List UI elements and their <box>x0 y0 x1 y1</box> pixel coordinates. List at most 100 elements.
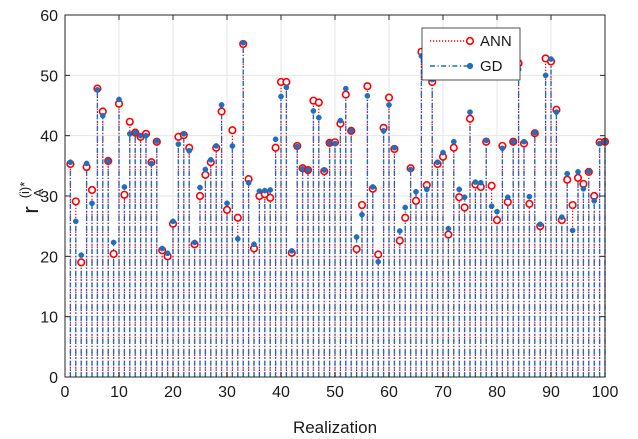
point-gd <box>380 127 387 134</box>
point-gd <box>467 109 473 115</box>
point-gd <box>175 141 182 147</box>
y-tick-label: 10 <box>40 310 58 327</box>
x-tick-label: 30 <box>218 384 236 401</box>
point-gd <box>499 145 506 152</box>
y-tick-label: 30 <box>40 189 58 206</box>
x-tick-label: 50 <box>326 384 344 401</box>
point-gd <box>342 85 349 92</box>
point-ann <box>109 249 118 259</box>
point-gd <box>132 129 139 136</box>
point-ann <box>282 77 291 87</box>
point-ann <box>374 250 383 259</box>
x-tick-label: 10 <box>110 384 128 401</box>
point-gd <box>180 131 187 137</box>
point-gd <box>353 234 360 240</box>
x-tick-label: 0 <box>61 384 70 401</box>
point-ann <box>352 244 361 254</box>
point-gd <box>278 93 284 100</box>
point-gd <box>553 109 560 115</box>
point-gd <box>72 218 79 225</box>
point-gd <box>105 158 112 164</box>
y-tick-label: 60 <box>40 8 58 25</box>
point-ann <box>563 175 572 184</box>
legend-label-gd: GD <box>480 58 503 75</box>
point-gd <box>450 138 457 145</box>
point-gd <box>445 225 452 232</box>
point-gd <box>564 170 571 177</box>
point-gd <box>191 239 198 246</box>
tick-labels: 0 10 20 30 40 50 60 70 80 90 100 0 10 20 30 40 50 60 <box>40 8 618 401</box>
point-gd <box>186 147 193 154</box>
stems <box>69 42 606 377</box>
point-gd <box>332 140 338 147</box>
point-gd <box>67 159 74 166</box>
point-gd <box>310 108 317 114</box>
point-gd <box>483 137 490 144</box>
point-ann <box>228 126 237 135</box>
point-gd <box>294 143 301 150</box>
point-gd <box>78 252 85 258</box>
point-gd <box>321 167 328 173</box>
point-gd <box>494 208 500 215</box>
point-ann <box>460 203 469 212</box>
point-ann <box>222 205 232 214</box>
point-gd <box>386 102 392 108</box>
point-ann <box>341 90 350 99</box>
point-ann <box>573 173 583 182</box>
point-gd <box>531 129 538 136</box>
point-gd <box>456 186 463 193</box>
point-gd <box>569 227 576 234</box>
point-ann <box>357 200 367 210</box>
point-gd <box>375 258 382 265</box>
x-tick-label: 70 <box>434 384 452 401</box>
point-gd <box>440 149 446 156</box>
legend-marker-ann <box>465 36 475 46</box>
y-tick-label: 40 <box>40 129 58 146</box>
point-gd <box>143 132 149 139</box>
point-gd <box>153 138 160 144</box>
point-gd <box>488 203 495 210</box>
point-gd <box>224 200 230 207</box>
markers <box>66 39 610 267</box>
point-gd <box>197 184 203 191</box>
point-gd <box>472 179 479 185</box>
legend-box <box>421 27 521 81</box>
point-gd <box>510 138 517 145</box>
y-axis-label: r (i)* A <box>17 182 46 214</box>
point-gd <box>245 179 252 186</box>
x-tick-label: 80 <box>488 384 506 401</box>
point-gd <box>229 143 236 149</box>
point-gd <box>94 86 101 93</box>
x-tick-label: 20 <box>164 384 182 401</box>
point-gd <box>434 159 441 166</box>
point-ann <box>314 98 323 107</box>
point-gd <box>170 218 176 225</box>
point-gd <box>261 187 268 194</box>
point-gd <box>423 186 430 193</box>
point-gd <box>337 117 344 124</box>
point-ann <box>487 181 496 190</box>
point-ann <box>492 216 502 225</box>
x-tick-label: 60 <box>380 384 398 401</box>
point-ann <box>87 185 97 195</box>
x-tick-label: 100 <box>592 384 619 401</box>
point-ann <box>384 93 394 102</box>
point-gd <box>159 245 166 252</box>
point-gd <box>89 200 95 207</box>
point-gd <box>234 235 241 242</box>
point-gd <box>396 228 403 234</box>
point-gd <box>521 138 527 145</box>
y-axis-label-base: r <box>18 206 43 213</box>
point-gd <box>537 221 544 228</box>
point-gd <box>240 39 247 46</box>
point-gd <box>477 179 484 186</box>
point-gd <box>99 112 106 119</box>
point-gd <box>359 211 365 218</box>
point-ann <box>449 143 458 152</box>
x-tick-label: 90 <box>542 384 560 401</box>
point-ann <box>465 114 475 123</box>
point-gd <box>558 214 565 220</box>
x-axis-label: Realization <box>293 418 377 437</box>
point-gd <box>251 241 257 248</box>
